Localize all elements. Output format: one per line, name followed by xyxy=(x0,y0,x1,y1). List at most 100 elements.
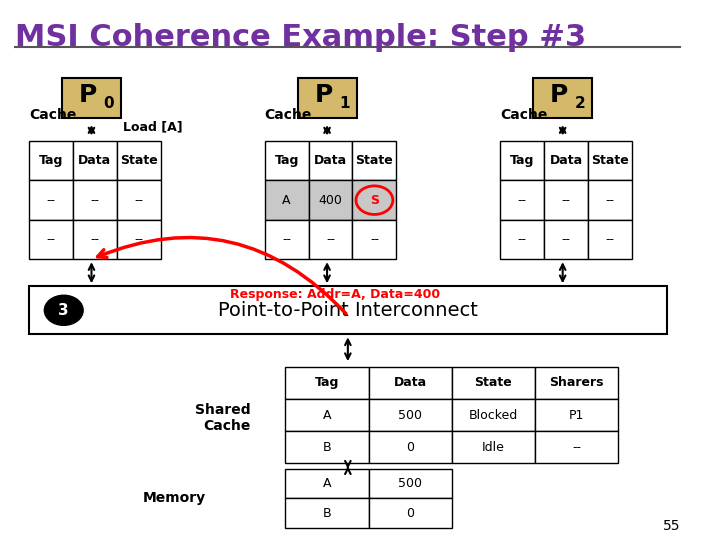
Text: Tag: Tag xyxy=(510,154,534,167)
Bar xyxy=(369,367,451,399)
Bar xyxy=(369,469,451,498)
Text: State: State xyxy=(474,376,512,389)
Bar xyxy=(309,141,353,180)
FancyArrowPatch shape xyxy=(98,238,346,314)
Text: Sharers: Sharers xyxy=(549,376,604,389)
Text: P: P xyxy=(550,83,568,107)
Bar xyxy=(265,141,309,180)
Text: P: P xyxy=(315,83,333,107)
Bar xyxy=(451,367,535,399)
Text: B: B xyxy=(323,507,331,519)
Text: Cache: Cache xyxy=(500,108,548,122)
Text: --: -- xyxy=(606,233,614,246)
Bar xyxy=(544,141,588,180)
Bar xyxy=(309,180,353,220)
Text: Response: Addr=A, Data=400: Response: Addr=A, Data=400 xyxy=(230,288,440,301)
Text: 500: 500 xyxy=(398,409,422,422)
Text: Tag: Tag xyxy=(315,376,339,389)
Text: 3: 3 xyxy=(58,303,69,318)
Bar xyxy=(265,220,309,259)
Text: Cache: Cache xyxy=(265,108,312,122)
Bar xyxy=(286,469,369,498)
FancyBboxPatch shape xyxy=(534,78,592,118)
Bar xyxy=(369,399,451,431)
Text: --: -- xyxy=(91,194,99,207)
Text: State: State xyxy=(120,154,158,167)
Text: Tag: Tag xyxy=(39,154,63,167)
Text: --: -- xyxy=(562,233,571,246)
Text: --: -- xyxy=(135,233,143,246)
Bar xyxy=(535,367,618,399)
Bar xyxy=(588,141,632,180)
Bar xyxy=(29,180,73,220)
Bar xyxy=(544,220,588,259)
Bar xyxy=(500,180,544,220)
Text: P: P xyxy=(79,83,97,107)
Text: Load [A]: Load [A] xyxy=(122,120,182,133)
Bar xyxy=(369,498,451,528)
FancyBboxPatch shape xyxy=(297,78,356,118)
Bar xyxy=(369,431,451,463)
Text: MSI Coherence Example: Step #3: MSI Coherence Example: Step #3 xyxy=(15,23,586,52)
Text: 500: 500 xyxy=(398,477,422,490)
Text: A: A xyxy=(282,194,291,207)
Text: --: -- xyxy=(518,194,527,207)
Text: Idle: Idle xyxy=(482,441,505,454)
Text: --: -- xyxy=(370,233,379,246)
Bar xyxy=(588,220,632,259)
Text: Data: Data xyxy=(394,376,427,389)
Text: --: -- xyxy=(326,233,335,246)
Text: Data: Data xyxy=(314,154,347,167)
Text: 55: 55 xyxy=(663,519,680,533)
Bar xyxy=(535,431,618,463)
Bar xyxy=(588,180,632,220)
Text: --: -- xyxy=(282,233,291,246)
Text: Blocked: Blocked xyxy=(469,409,518,422)
Text: --: -- xyxy=(518,233,527,246)
Bar xyxy=(544,180,588,220)
Bar xyxy=(286,399,369,431)
Bar xyxy=(73,141,117,180)
Text: P1: P1 xyxy=(569,409,584,422)
Text: --: -- xyxy=(47,194,55,207)
Text: Tag: Tag xyxy=(274,154,299,167)
Circle shape xyxy=(45,295,83,325)
Text: Data: Data xyxy=(549,154,582,167)
Text: --: -- xyxy=(47,233,55,246)
Bar xyxy=(73,220,117,259)
Bar xyxy=(117,180,161,220)
Text: A: A xyxy=(323,409,331,422)
Text: --: -- xyxy=(91,233,99,246)
Text: State: State xyxy=(591,154,629,167)
Text: S: S xyxy=(370,194,379,207)
Text: 0: 0 xyxy=(406,507,414,519)
Text: Memory: Memory xyxy=(143,491,206,505)
Bar xyxy=(73,180,117,220)
Bar xyxy=(29,286,667,334)
Bar xyxy=(117,220,161,259)
Bar xyxy=(500,220,544,259)
Text: State: State xyxy=(356,154,393,167)
Text: --: -- xyxy=(606,194,614,207)
Text: 1: 1 xyxy=(339,96,350,111)
FancyBboxPatch shape xyxy=(62,78,121,118)
Text: Data: Data xyxy=(78,154,112,167)
Bar xyxy=(286,367,369,399)
Text: 0: 0 xyxy=(406,441,414,454)
Bar xyxy=(500,141,544,180)
Bar xyxy=(117,141,161,180)
Text: 0: 0 xyxy=(104,96,114,111)
Bar xyxy=(265,180,309,220)
Bar xyxy=(309,220,353,259)
Bar xyxy=(535,399,618,431)
Bar xyxy=(353,180,397,220)
Bar xyxy=(286,431,369,463)
Text: Point-to-Point Interconnect: Point-to-Point Interconnect xyxy=(218,301,478,320)
Bar xyxy=(29,141,73,180)
Text: Shared
Cache: Shared Cache xyxy=(195,403,251,433)
Text: Cache: Cache xyxy=(29,108,76,122)
Bar xyxy=(353,141,397,180)
Text: --: -- xyxy=(562,194,571,207)
Bar xyxy=(353,220,397,259)
Text: 2: 2 xyxy=(575,96,585,111)
